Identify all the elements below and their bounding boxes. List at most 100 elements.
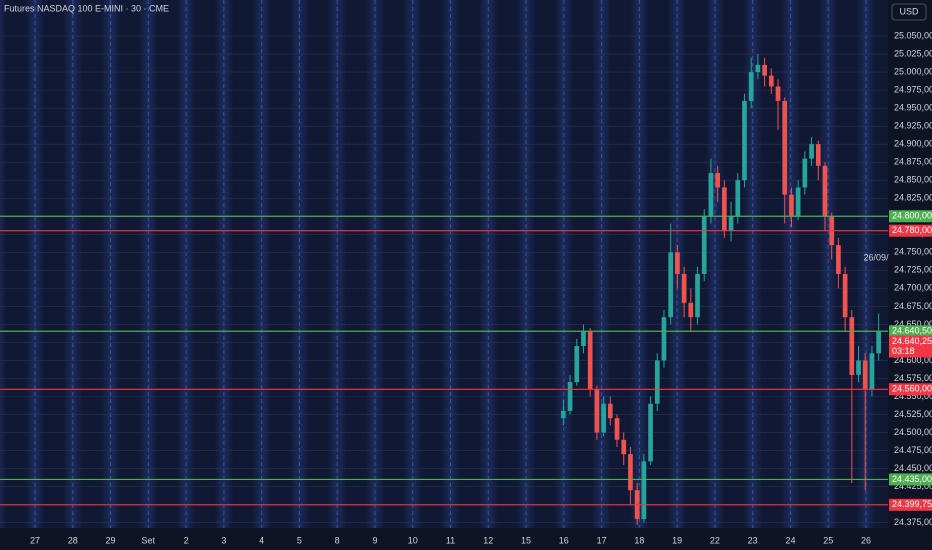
candle-body bbox=[849, 317, 855, 375]
x-tick-label: 27 bbox=[30, 535, 40, 545]
candle-body bbox=[775, 86, 781, 101]
session-band bbox=[35, 0, 73, 528]
x-tick-label: 25 bbox=[823, 535, 833, 545]
candle-body bbox=[789, 194, 794, 217]
candle-body bbox=[648, 403, 653, 462]
candle-body bbox=[782, 100, 788, 195]
y-tick-label: 24.900,00 bbox=[894, 139, 932, 149]
candle-body bbox=[862, 360, 868, 390]
currency-label[interactable]: USD bbox=[899, 6, 919, 16]
y-tick-label: 24.650,00 bbox=[894, 319, 932, 329]
x-tick-label: 10 bbox=[408, 535, 418, 545]
level-label: 24.800,00 bbox=[892, 211, 932, 221]
level-label-box bbox=[889, 473, 932, 486]
session-band bbox=[601, 0, 640, 528]
session-band bbox=[412, 0, 451, 528]
candle-body bbox=[587, 331, 593, 390]
candle-body bbox=[607, 403, 613, 419]
candle-body bbox=[641, 461, 647, 520]
candle-body bbox=[822, 165, 828, 217]
y-tick-label: 24.425,00 bbox=[894, 481, 932, 491]
y-tick-label: 24.675,00 bbox=[894, 301, 932, 311]
session-band bbox=[261, 0, 300, 528]
x-tick-label: 16 bbox=[559, 535, 569, 545]
y-tick-label: 24.950,00 bbox=[894, 103, 932, 113]
session-band bbox=[299, 0, 338, 528]
price-axis bbox=[888, 0, 932, 550]
session-band bbox=[186, 0, 224, 528]
candle-body bbox=[601, 403, 606, 433]
y-tick-label: 24.375,00 bbox=[894, 517, 932, 527]
level-label-box bbox=[889, 224, 932, 237]
candle-body bbox=[574, 346, 580, 383]
y-tick-label: 25.000,00 bbox=[894, 66, 932, 76]
candle-body bbox=[802, 158, 808, 188]
candle-body bbox=[708, 173, 714, 217]
time-axis bbox=[0, 528, 888, 550]
x-tick-label: 12 bbox=[483, 535, 493, 545]
y-tick-label: 24.825,00 bbox=[894, 193, 932, 203]
candle-body bbox=[755, 64, 761, 73]
x-tick-label: 18 bbox=[634, 535, 644, 545]
y-tick-label: 24.850,00 bbox=[894, 175, 932, 185]
x-tick-label: 19 bbox=[672, 535, 682, 545]
session-band bbox=[790, 0, 829, 528]
level-label-box bbox=[889, 325, 932, 338]
x-tick-label: 24 bbox=[785, 535, 795, 545]
last-price-label: 24.640,25 bbox=[892, 336, 932, 346]
candle-body bbox=[876, 331, 881, 354]
candle-body bbox=[661, 317, 667, 361]
x-tick-label: 9 bbox=[372, 535, 377, 545]
y-tick-label: 24.875,00 bbox=[894, 157, 932, 167]
x-tick-label: 26 bbox=[861, 535, 871, 545]
countdown: 03:18 bbox=[892, 346, 915, 356]
y-tick-label: 24.975,00 bbox=[894, 84, 932, 94]
session-band bbox=[488, 0, 527, 528]
level-label-box bbox=[889, 383, 932, 396]
candle-body bbox=[869, 353, 875, 390]
y-tick-label: 24.925,00 bbox=[894, 121, 932, 131]
x-tick-label: 3 bbox=[221, 535, 226, 545]
session-band bbox=[148, 0, 187, 528]
x-tick-label: 17 bbox=[597, 535, 607, 545]
candle-body bbox=[856, 360, 861, 375]
x-tick-label: 28 bbox=[68, 535, 78, 545]
level-label-box bbox=[889, 498, 932, 511]
session-band bbox=[714, 0, 753, 528]
y-tick-label: 24.450,00 bbox=[894, 463, 932, 473]
x-tick-label: 15 bbox=[521, 535, 531, 545]
candle-body bbox=[809, 144, 814, 159]
candle-body bbox=[675, 252, 680, 274]
candle-body bbox=[836, 245, 841, 274]
session-band bbox=[223, 0, 262, 528]
candle-body bbox=[581, 331, 586, 347]
level-label: 24.435,00 bbox=[892, 474, 932, 484]
candle-body bbox=[815, 144, 821, 166]
annotation: 26/09/ bbox=[863, 252, 889, 262]
level-label-box bbox=[889, 210, 932, 223]
level-label: 24.640,50 bbox=[892, 326, 932, 336]
level-label: 24.780,00 bbox=[892, 225, 932, 235]
x-tick-label: 29 bbox=[106, 535, 116, 545]
candle-body bbox=[621, 439, 627, 455]
last-price-box bbox=[889, 335, 932, 358]
session-band bbox=[337, 0, 375, 528]
candle-body bbox=[842, 273, 848, 318]
y-tick-label: 24.575,00 bbox=[894, 373, 932, 383]
currency-button[interactable] bbox=[891, 3, 927, 21]
candle-body bbox=[681, 273, 687, 303]
level-label: 24.560,00 bbox=[892, 384, 932, 394]
x-tick-label: 11 bbox=[446, 535, 455, 545]
session-band bbox=[450, 0, 489, 528]
candle-body bbox=[742, 100, 747, 181]
session-band bbox=[526, 0, 564, 528]
y-tick-label: 24.600,00 bbox=[894, 355, 932, 365]
session-band bbox=[0, 0, 36, 528]
y-tick-label: 24.525,00 bbox=[894, 409, 932, 419]
level-label: 24.399,75 bbox=[892, 499, 932, 509]
candle-body bbox=[594, 389, 600, 433]
y-tick-label: 24.750,00 bbox=[894, 247, 932, 257]
candle-body bbox=[768, 75, 774, 87]
candle-body bbox=[701, 216, 707, 274]
